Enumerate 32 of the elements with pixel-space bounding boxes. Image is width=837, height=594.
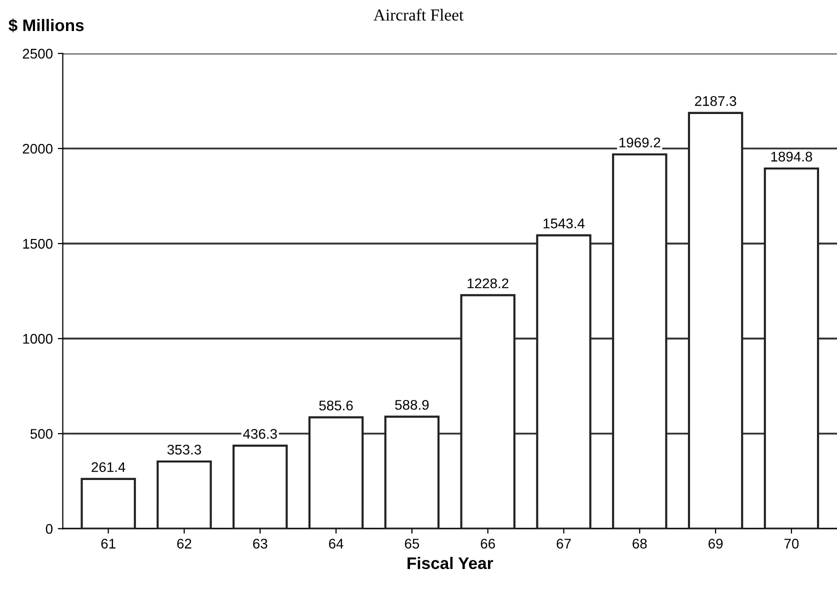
y-tick-label: 2500: [22, 48, 53, 59]
y-tick-label: 500: [30, 428, 53, 439]
y-tick-label: 0: [46, 524, 53, 534]
data-label: 2187.3: [695, 96, 736, 106]
chart-title: Aircraft Fleet: [374, 8, 464, 21]
x-tick-label: 63: [253, 538, 268, 549]
x-tick-label: 62: [177, 538, 192, 549]
data-label: 1543.4: [544, 218, 585, 228]
bar: [612, 153, 668, 529]
x-tick-label: 69: [708, 538, 723, 549]
y-axis-title: $ Millions: [8, 18, 84, 32]
x-tick-label: 68: [632, 538, 647, 549]
data-label: 585.6: [319, 400, 353, 410]
y-tick-label: 1500: [23, 238, 53, 249]
x-axis-title: Fiscal Year: [408, 556, 494, 570]
y-tick-label: 1000: [23, 334, 53, 344]
x-tick-label: 70: [784, 538, 799, 549]
data-label: 588.9: [395, 400, 429, 410]
x-tick-label: 65: [404, 538, 420, 549]
data-label: 261.4: [92, 462, 126, 472]
x-tick-label: 64: [329, 538, 344, 549]
data-label: 436.3: [243, 428, 277, 439]
x-tick-label: 67: [556, 538, 571, 549]
bar: [460, 294, 516, 529]
data-label: 1969.2: [619, 138, 660, 148]
data-label: 1894.8: [771, 152, 812, 162]
x-tick-label: 66: [480, 538, 495, 549]
y-tick-label: 2000: [22, 144, 53, 154]
data-label: 353.3: [167, 444, 201, 455]
bar: [384, 416, 440, 529]
data-label: 1228.2: [468, 278, 508, 288]
x-tick-label: 61: [101, 538, 116, 549]
